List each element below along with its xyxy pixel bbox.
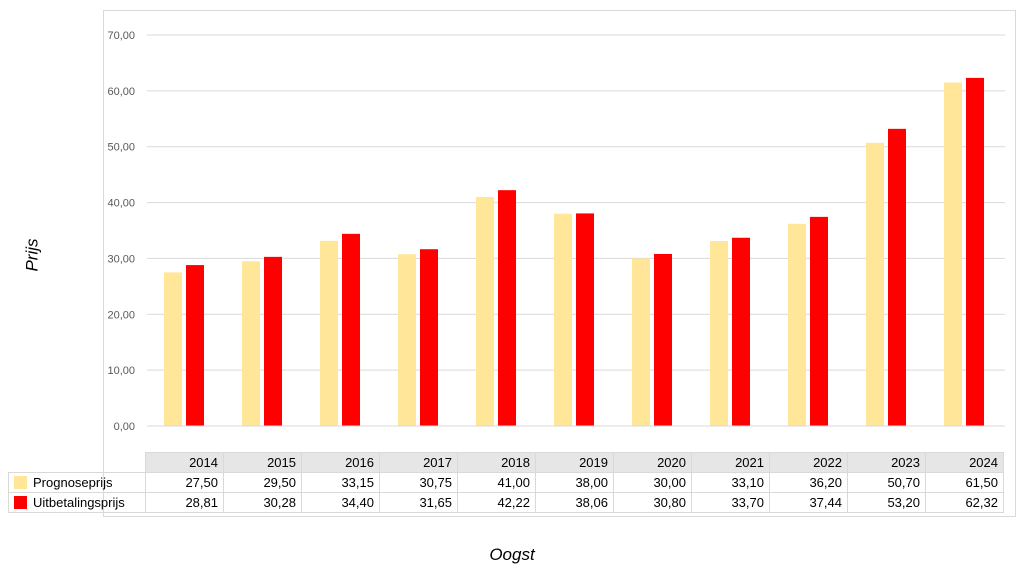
bar-prognoseprijs-2018 bbox=[476, 196, 494, 426]
data-table-cell: 38,06 bbox=[535, 492, 614, 513]
bar-prognoseprijs-2023 bbox=[866, 142, 884, 426]
data-table-cell: 53,20 bbox=[847, 492, 926, 513]
y-tick-label: 70,00 bbox=[107, 30, 135, 42]
bar-uitbetalingsprijs-2017 bbox=[420, 249, 438, 426]
y-tick-label: 10,00 bbox=[107, 365, 135, 377]
bar-uitbetalingsprijs-2018 bbox=[498, 190, 516, 426]
year-header: 2015 bbox=[223, 452, 302, 473]
legend-label: Uitbetalingsprijs bbox=[33, 495, 125, 510]
data-table-cell: 30,00 bbox=[613, 472, 692, 493]
year-header: 2018 bbox=[457, 452, 536, 473]
year-header: 2014 bbox=[145, 452, 224, 473]
year-header: 2020 bbox=[613, 452, 692, 473]
data-table-row-uitbetalingsprijs: Uitbetalingsprijs 28,81 30,28 34,40 31,6… bbox=[8, 492, 1004, 513]
legend-swatch-prognoseprijs bbox=[14, 476, 27, 489]
bar-prognoseprijs-2021 bbox=[710, 241, 728, 426]
data-table: 2014 2015 2016 2017 2018 2019 2020 2021 … bbox=[8, 452, 1004, 513]
chart-frame bbox=[103, 10, 1016, 517]
year-header: 2022 bbox=[769, 452, 848, 473]
data-table-corner bbox=[9, 453, 146, 473]
bar-prognoseprijs-2022 bbox=[788, 223, 806, 426]
legend-entry-prognoseprijs: Prognoseprijs bbox=[8, 472, 146, 493]
y-tick-label: 30,00 bbox=[107, 253, 135, 265]
data-table-cell: 33,10 bbox=[691, 472, 770, 493]
y-tick-label: 40,00 bbox=[107, 198, 135, 210]
data-table-row-prognoseprijs: Prognoseprijs 27,50 29,50 33,15 30,75 41… bbox=[8, 472, 1004, 493]
legend-label: Prognoseprijs bbox=[33, 475, 113, 490]
bar-prognoseprijs-2016 bbox=[320, 240, 338, 426]
year-header: 2016 bbox=[301, 452, 380, 473]
bar-uitbetalingsprijs-2024 bbox=[966, 77, 984, 426]
data-table-cell: 61,50 bbox=[925, 472, 1004, 493]
bar-uitbetalingsprijs-2019 bbox=[576, 213, 594, 426]
bar-prognoseprijs-2017 bbox=[398, 254, 416, 426]
data-table-cell: 36,20 bbox=[769, 472, 848, 493]
year-header: 2017 bbox=[379, 452, 458, 473]
data-table-cell: 30,28 bbox=[223, 492, 302, 513]
y-tick-label: 60,00 bbox=[107, 86, 135, 98]
data-table-cell: 38,00 bbox=[535, 472, 614, 493]
data-table-header-row: 2014 2015 2016 2017 2018 2019 2020 2021 … bbox=[9, 452, 1004, 473]
data-table-cell: 30,75 bbox=[379, 472, 458, 493]
x-axis-label: Oogst bbox=[489, 545, 535, 564]
year-header: 2021 bbox=[691, 452, 770, 473]
legend-swatch-uitbetalingsprijs bbox=[14, 496, 27, 509]
data-table-cell: 30,80 bbox=[613, 492, 692, 513]
bar-prognoseprijs-2015 bbox=[242, 261, 260, 426]
data-table-cell: 28,81 bbox=[145, 492, 224, 513]
data-table-cell: 50,70 bbox=[847, 472, 926, 493]
y-tick-label: 0,00 bbox=[114, 421, 135, 433]
data-table-cell: 33,15 bbox=[301, 472, 380, 493]
bar-prognoseprijs-2019 bbox=[554, 213, 572, 426]
data-table-cell: 33,70 bbox=[691, 492, 770, 513]
y-tick-label: 50,00 bbox=[107, 142, 135, 154]
data-table-cell: 41,00 bbox=[457, 472, 536, 493]
year-header: 2024 bbox=[925, 452, 1004, 473]
data-table-cell: 27,50 bbox=[145, 472, 224, 493]
y-tick-label: 20,00 bbox=[107, 309, 135, 321]
bar-uitbetalingsprijs-2021 bbox=[732, 237, 750, 426]
bar-prognoseprijs-2014 bbox=[164, 272, 182, 426]
bar-uitbetalingsprijs-2014 bbox=[186, 265, 204, 426]
bar-uitbetalingsprijs-2020 bbox=[654, 253, 672, 426]
data-table-cell: 34,40 bbox=[301, 492, 380, 513]
bar-uitbetalingsprijs-2016 bbox=[342, 233, 360, 426]
year-header: 2023 bbox=[847, 452, 926, 473]
data-table-cell: 37,44 bbox=[769, 492, 848, 513]
y-axis-label: Prijs bbox=[22, 238, 42, 272]
year-header: 2019 bbox=[535, 452, 614, 473]
legend-entry-uitbetalingsprijs: Uitbetalingsprijs bbox=[8, 492, 146, 513]
bar-prognoseprijs-2024 bbox=[944, 82, 962, 426]
bar-uitbetalingsprijs-2023 bbox=[888, 128, 906, 426]
data-table-cell: 29,50 bbox=[223, 472, 302, 493]
data-table-cell: 42,22 bbox=[457, 492, 536, 513]
data-table-cell: 31,65 bbox=[379, 492, 458, 513]
bar-uitbetalingsprijs-2022 bbox=[810, 216, 828, 426]
bar-uitbetalingsprijs-2015 bbox=[264, 256, 282, 426]
data-table-cell: 62,32 bbox=[925, 492, 1004, 513]
bar-prognoseprijs-2020 bbox=[632, 258, 650, 426]
